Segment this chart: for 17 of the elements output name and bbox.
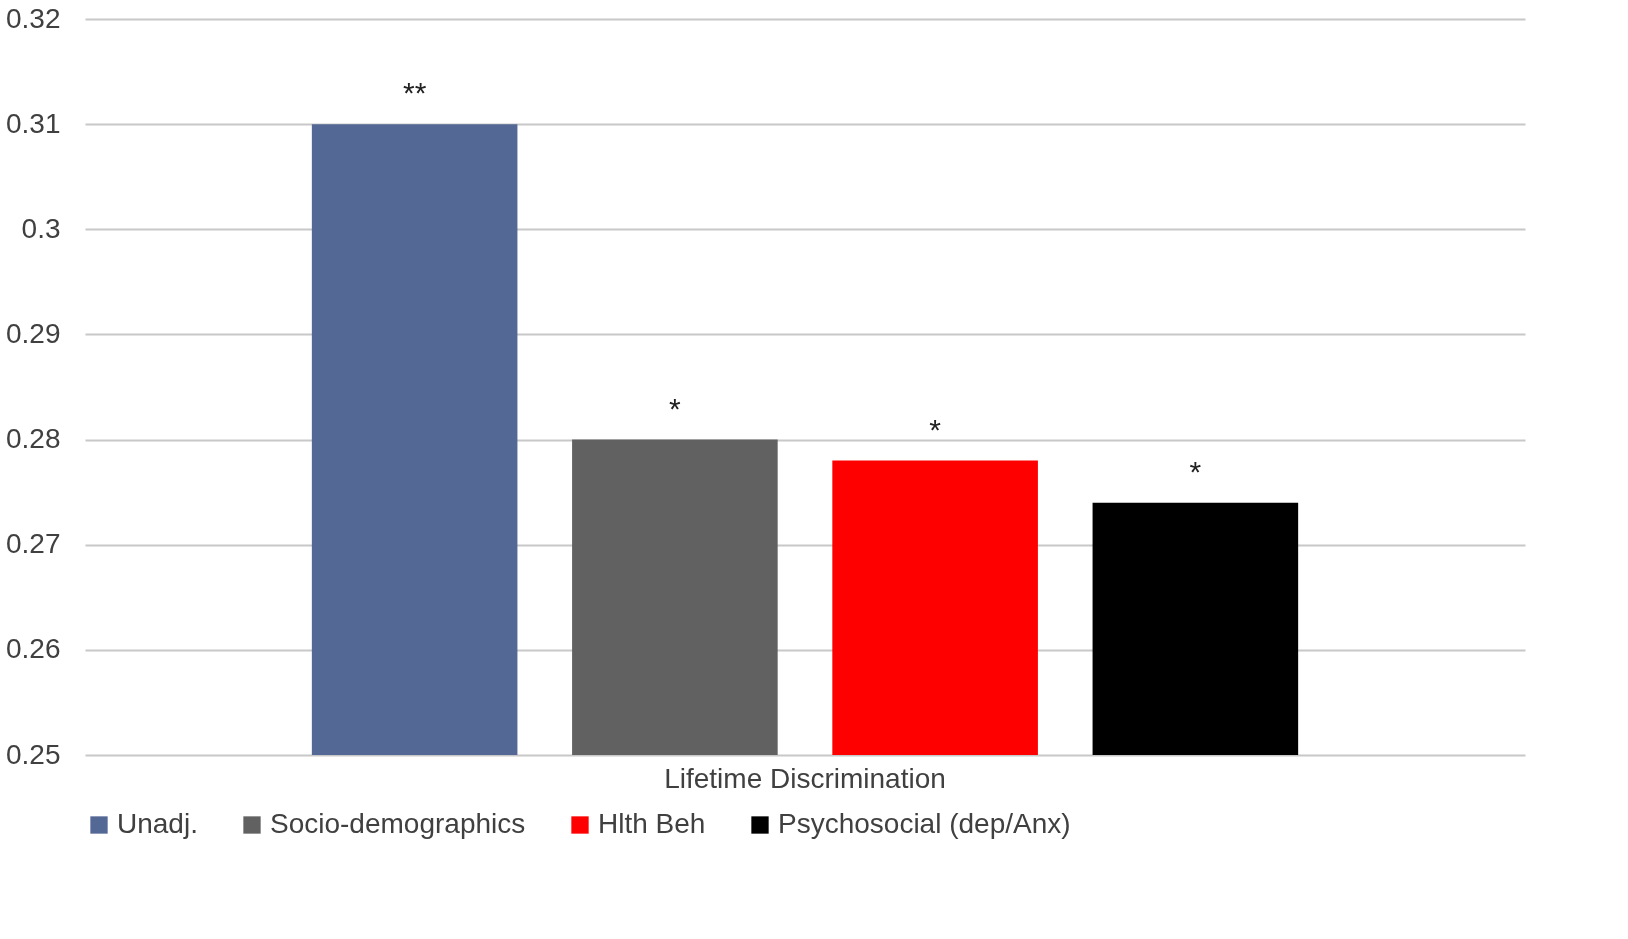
y-tick-label: 0.27: [6, 528, 61, 560]
y-tick-label: 0.3: [21, 212, 61, 244]
y-tick-label: 0.31: [6, 107, 61, 139]
y-tick-label: 0.28: [6, 423, 61, 455]
annotation: *: [669, 391, 682, 425]
y-tick-label: 0.26: [6, 633, 61, 665]
annotation: **: [402, 76, 427, 110]
x-tick-label: Lifetime Discrimination: [664, 762, 946, 794]
y-tick-label: 0.25: [6, 738, 61, 770]
annotation: *: [1189, 454, 1202, 488]
y-tick-label: 0.32: [6, 2, 61, 34]
legend-label: Hlth Beh: [598, 808, 706, 839]
legend-label: Unadj.: [117, 808, 198, 839]
legend-label: Psychosocial (dep/Anx): [778, 808, 1071, 839]
legend-label: Socio-demographics: [270, 808, 526, 839]
y-tick-label: 0.29: [6, 317, 61, 349]
annotation: *: [929, 412, 942, 446]
